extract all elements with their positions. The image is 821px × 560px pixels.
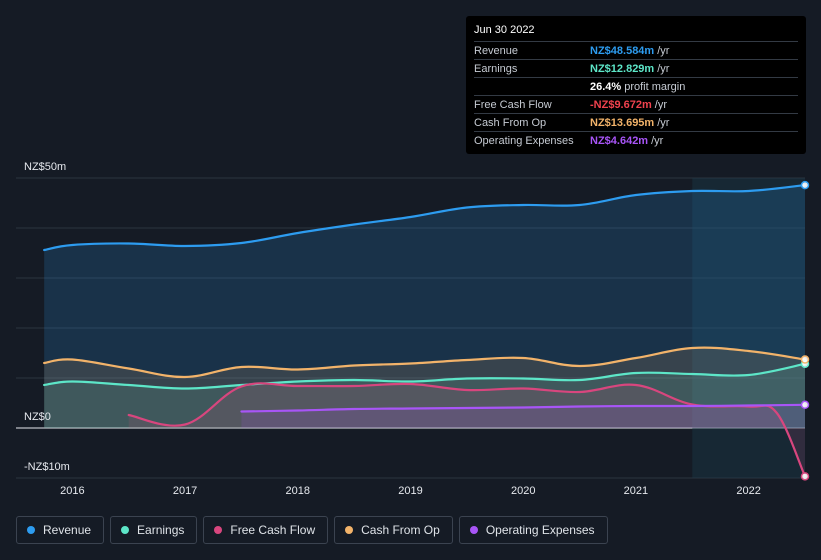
revenue-endpoint[interactable] [800,180,810,190]
revenue-line [43,183,807,252]
legend-item-label: Free Cash Flow [230,523,316,537]
operating-expenses-line [240,403,807,413]
cash-from-op-area [44,347,805,428]
y-axis-label-bottom: -NZ$10m [24,461,70,473]
tooltip-row-label: Operating Expenses [474,134,574,147]
series-endpoints [800,180,810,481]
y-axis-label-top: NZ$50m [24,161,66,173]
tooltip-row-label: Free Cash Flow [474,98,552,111]
legend-item-label: Earnings [137,523,185,537]
legend-item-label: Revenue [43,523,92,537]
tooltip-row-label: Revenue [474,44,519,57]
tooltip-row-value: NZ$48.584m [590,44,655,57]
free-cash-flow-endpoint[interactable] [800,472,810,481]
x-tick-label: 2016 [60,485,84,497]
tooltip-row: Cash From Op NZ$13.695m/yr [474,113,798,131]
x-tick-label: 2021 [624,485,648,497]
x-axis-ticks: 2016 2017 2018 2019 2020 2021 2022 [60,485,761,497]
tooltip-row-unit: /yr [654,98,667,111]
operating-expenses-area [241,404,805,428]
gridlines [16,177,805,479]
legend-item-revenue[interactable]: Revenue [16,516,105,544]
tooltip-row: Revenue NZ$48.584m/yr [474,41,798,59]
cash-from-op-line [43,346,807,379]
earnings-area [44,363,805,428]
legend-dot-icon [214,526,223,534]
legend-item-free-cash-flow[interactable]: Free Cash Flow [203,516,329,544]
cash-from-op-endpoint[interactable] [800,355,810,364]
x-tick-label: 2019 [398,485,422,497]
series-lines [43,183,807,478]
tooltip-row-label: Cash From Op [474,116,547,129]
legend-dot-icon [345,526,354,534]
y-axis-label-zero: NZ$0 [24,411,51,423]
tooltip-row: Earnings NZ$12.829m/yr [474,59,798,77]
x-tick-label: 2018 [286,485,310,497]
legend-item-operating-expenses[interactable]: Operating Expenses [458,516,608,544]
x-tick-label: 2020 [511,485,535,497]
tooltip-row: 26.4% profit margin [474,77,798,95]
tooltip-row-unit: profit margin [624,80,686,93]
earnings-line [43,362,807,390]
data-tooltip: Jun 30 2022 Revenue NZ$48.584m/yr Earnings… [466,16,806,154]
tooltip-row-unit: /yr [657,44,670,57]
chart-legend: Revenue Earnings Free Cash Flow Cash From O… [16,516,608,544]
tooltip-row-value: -NZ$9.672m [590,98,652,111]
x-tick-label: 2017 [173,485,197,497]
tooltip-row-value: NZ$4.642m [590,134,649,147]
legend-dot-icon [469,526,478,534]
tooltip-row: Free Cash Flow -NZ$9.672m/yr [474,95,798,113]
x-tick-label: 2022 [736,485,760,497]
legend-item-label: Cash From Op [361,523,440,537]
tooltip-row-unit: /yr [657,116,670,129]
series-areas [44,185,805,477]
tooltip-date: Jun 30 2022 [474,24,535,36]
operating-expenses-endpoint[interactable] [800,400,810,410]
tooltip-rows: Revenue NZ$48.584m/yr Earnings NZ$12.829m/y… [474,41,798,149]
tooltip-row-value: NZ$13.695m [590,116,655,129]
legend-dot-icon [27,526,35,534]
legend-item-label: Operating Expenses [485,523,595,537]
tooltip-row-value: NZ$12.829m [590,62,655,75]
tooltip-row-value: 26.4% [590,80,622,93]
tooltip-row-unit: /yr [651,134,664,147]
tooltip-row-unit: /yr [657,62,670,75]
legend-item-earnings[interactable]: Earnings [110,516,198,544]
legend-dot-icon [121,526,130,534]
tooltip-row-label: Earnings [474,62,518,75]
tooltip-row: Operating Expenses NZ$4.642m/yr [474,131,798,149]
legend-item-cash-from-op[interactable]: Cash From Op [334,516,453,544]
